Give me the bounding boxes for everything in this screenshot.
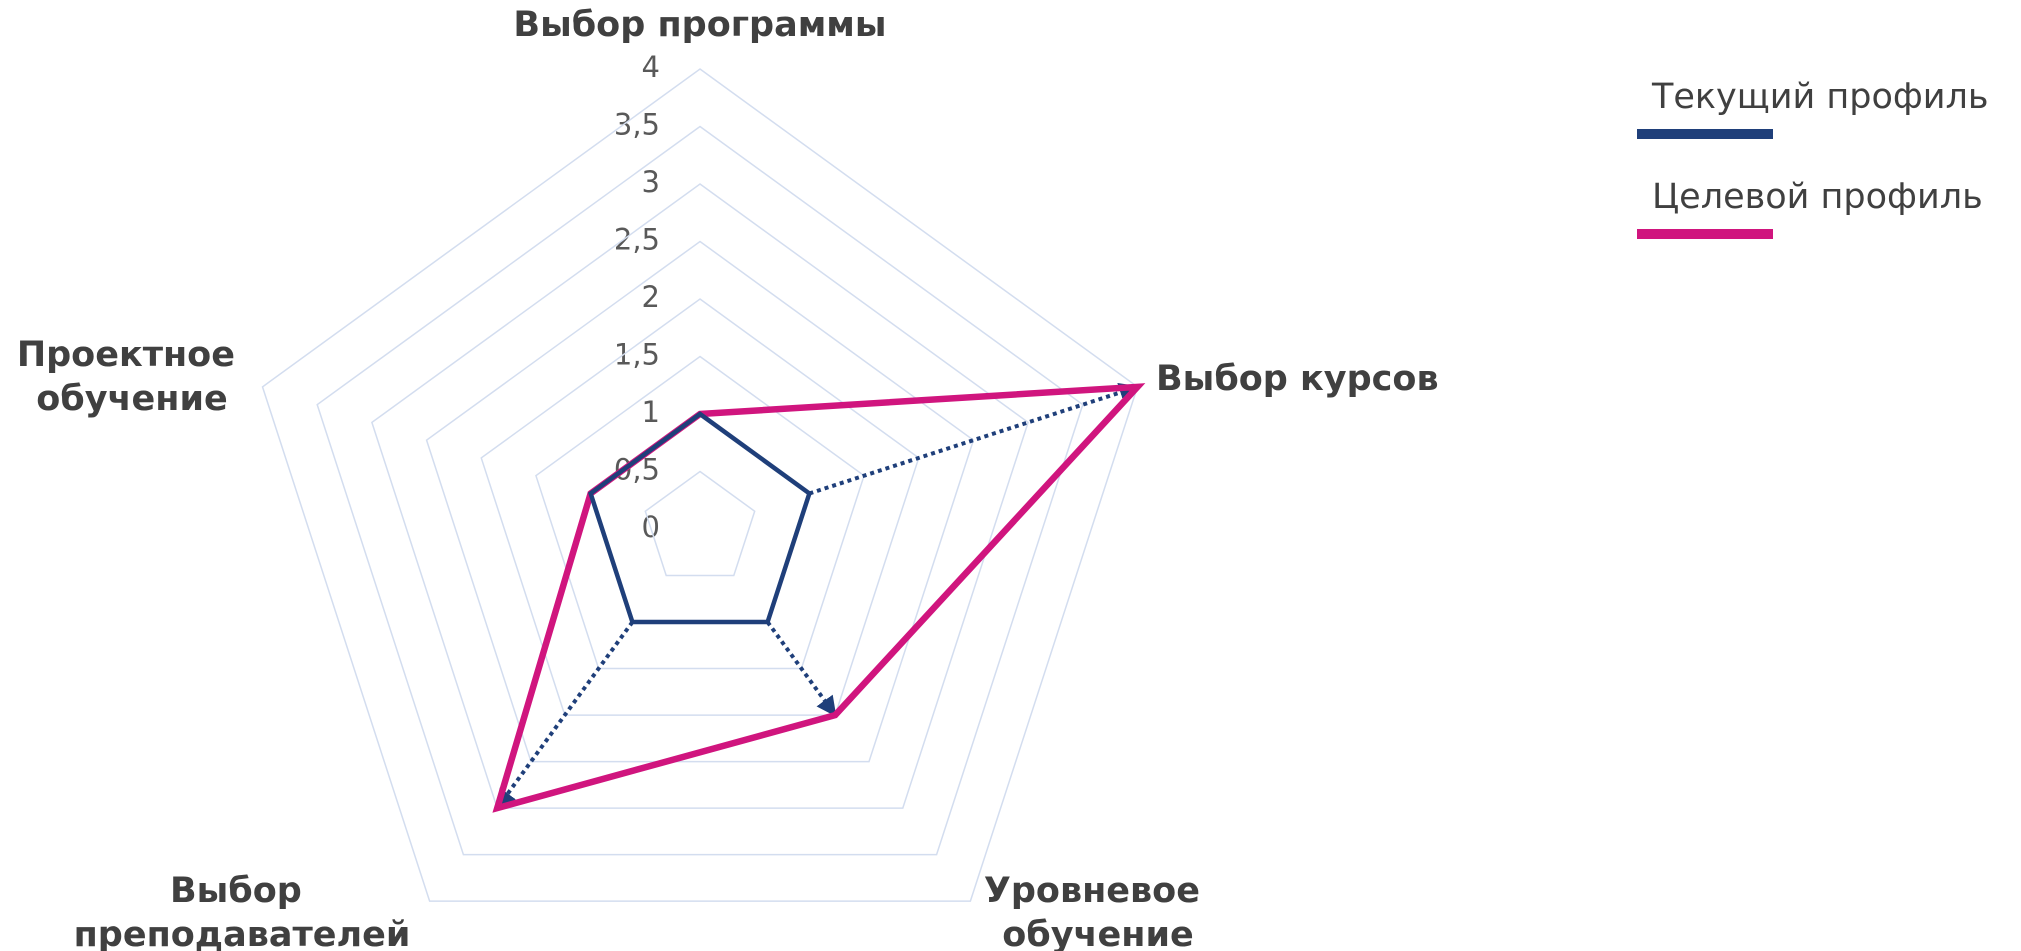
r-tick-label: 3,5 [614,108,660,142]
category-label: Проектное обучение [17,335,247,419]
r-tick-label: 1 [642,395,660,429]
category-label: Уровневое обучение [984,871,1212,951]
r-tick-label: 1,5 [614,338,660,372]
grid-ring [535,355,865,670]
r-tick-label: 3 [642,165,660,199]
grid-ring [316,125,1084,856]
series-line [492,383,1146,813]
grid-ring [371,183,1029,809]
legend-label: Текущий профиль [1651,77,1989,117]
grid-ring [644,470,756,577]
grid-ring [425,240,975,763]
r-tick-label: 4 [642,50,660,84]
r-tick-label: 2,5 [614,223,660,257]
category-label: Выбор курсов [1156,359,1439,399]
category-label: Выбор программы [513,5,886,45]
change-arrow [495,620,635,810]
change-arrow [808,382,1140,496]
legend-label: Целевой профиль [1652,177,1983,217]
r-tick-label: 2 [642,280,660,314]
change-arrow [765,620,837,717]
grid-ring [480,298,920,716]
category-label: Выбор преподавателей [74,871,411,951]
series-line [587,411,813,625]
grid-ring [261,68,1139,902]
